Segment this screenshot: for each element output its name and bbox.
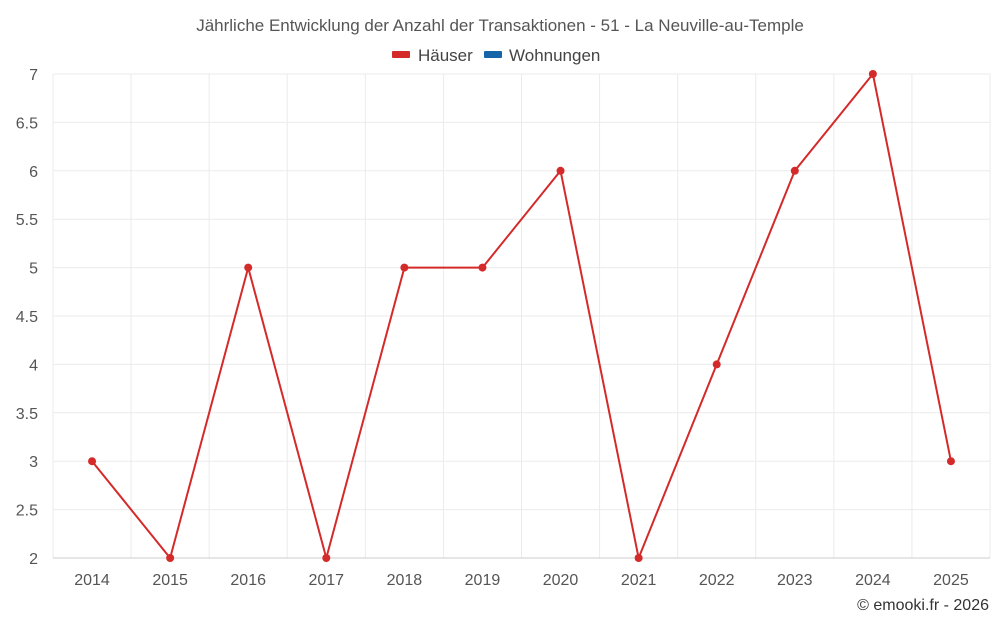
y-tick-label: 5: [29, 261, 38, 278]
data-point-haeuser-2020[interactable]: [556, 166, 565, 175]
x-tick-label: 2020: [543, 572, 579, 589]
data-point-haeuser-2017[interactable]: [322, 554, 331, 562]
data-point-haeuser-2019[interactable]: [478, 263, 487, 272]
x-tick-label: 2014: [74, 572, 110, 589]
legend-item-wohnungen[interactable]: Wohnungen: [484, 46, 600, 65]
data-point-haeuser-2024[interactable]: [868, 70, 877, 78]
data-point-haeuser-2018[interactable]: [400, 263, 409, 272]
y-tick-label: 4.5: [16, 309, 38, 326]
data-point-haeuser-2014[interactable]: [88, 457, 97, 466]
y-tick-label: 5.5: [16, 212, 38, 229]
y-tick-label: 6.5: [16, 115, 38, 132]
legend-label-wohnungen: Wohnungen: [509, 46, 600, 65]
legend-label-haeuser: Häuser: [418, 46, 473, 65]
x-tick-label: 2019: [465, 572, 501, 589]
y-tick-label: 7: [29, 67, 38, 84]
legend: Häuser Wohnungen: [392, 46, 600, 65]
data-point-haeuser-2021[interactable]: [634, 554, 643, 562]
legend-swatch-wohnungen: [484, 51, 502, 58]
series-haeuser: [88, 70, 955, 562]
y-tick-label: 2: [29, 551, 38, 568]
x-tick-label: 2015: [152, 572, 188, 589]
x-axis-ticks: 2014 2015 2016 2017 2018 2019 2020 2021 2022 2023…: [74, 572, 969, 589]
credit-text: © emooki.fr - 2026: [857, 597, 989, 614]
grid: [52, 73, 991, 559]
data-point-haeuser-2016[interactable]: [244, 263, 253, 272]
x-tick-label: 2021: [621, 572, 657, 589]
x-tick-label: 2025: [933, 572, 969, 589]
x-tick-label: 2018: [387, 572, 423, 589]
x-tick-label: 2023: [777, 572, 813, 589]
chart-title: Jährliche Entwicklung der Anzahl der Tra…: [196, 16, 804, 35]
data-point-haeuser-2022[interactable]: [712, 360, 721, 369]
x-tick-label: 2022: [699, 572, 735, 589]
data-point-haeuser-2025[interactable]: [946, 457, 955, 466]
x-tick-label: 2017: [308, 572, 344, 589]
data-point-haeuser-2023[interactable]: [790, 166, 799, 175]
y-tick-label: 3.5: [16, 406, 38, 423]
legend-item-haeuser[interactable]: Häuser: [392, 46, 473, 65]
y-axis-ticks: 2 2.5 3 3.5 4 4.5 5 5.5 6 6.5 7: [16, 67, 38, 568]
data-point-haeuser-2015[interactable]: [166, 554, 175, 562]
x-tick-label: 2024: [855, 572, 891, 589]
legend-swatch-haeuser: [392, 51, 410, 58]
y-tick-label: 6: [29, 164, 38, 181]
y-tick-label: 2.5: [16, 503, 38, 520]
series-line-haeuser: [91, 73, 952, 559]
x-tick-label: 2016: [230, 572, 266, 589]
y-tick-label: 4: [29, 357, 38, 374]
y-tick-label: 3: [29, 454, 38, 471]
